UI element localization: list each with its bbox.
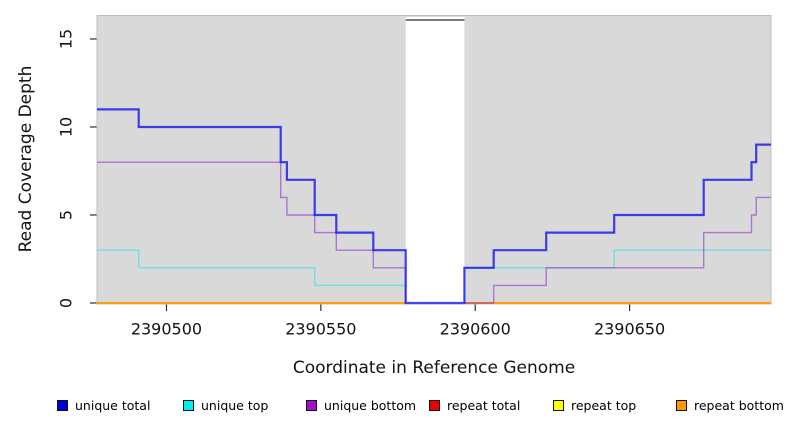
y-axis-title: Read Coverage Depth: [16, 65, 36, 253]
y-tick-label: 15: [56, 28, 76, 50]
legend-label-unique-total: unique total: [75, 397, 151, 413]
x-tick-label: 2390550: [285, 319, 357, 339]
legend-label-repeat-bottom: repeat bottom: [694, 397, 784, 413]
x-tick-label: 2390600: [439, 319, 511, 339]
legend-item-unique-top: unique top: [183, 397, 268, 413]
coverage-gap-region: [405, 17, 465, 304]
legend-swatch-repeat-bottom: [676, 399, 687, 411]
x-tick-label: 2390500: [130, 319, 203, 339]
legend-swatch-repeat-top: [553, 399, 564, 411]
legend-label-unique-bottom: unique bottom: [324, 397, 417, 413]
legend-label-unique-top: unique top: [201, 397, 269, 413]
legend-item-unique-total: unique total: [57, 397, 150, 413]
y-tick-label: 10: [56, 116, 76, 138]
y-tick-label: 5: [56, 209, 76, 221]
legend-label-repeat-total: repeat total: [447, 397, 521, 413]
x-axis-title: Coordinate in Reference Genome: [292, 358, 576, 378]
legend-item-repeat-bottom: repeat bottom: [676, 397, 784, 413]
legend-item-repeat-total: repeat total: [429, 397, 520, 413]
legend-swatch-repeat-total: [429, 399, 440, 411]
series-line-unique-total: [97, 108, 771, 305]
y-tick-label: 0: [56, 297, 76, 309]
legend-swatch-unique-bottom: [306, 399, 317, 411]
legend-item-repeat-top: repeat top: [553, 397, 636, 413]
legend-swatch-unique-total: [57, 399, 68, 411]
legend-label-repeat-top: repeat top: [571, 397, 637, 413]
legend-swatch-unique-top: [183, 399, 194, 411]
legend-item-unique-bottom: unique bottom: [306, 397, 416, 413]
x-tick-label: 2390650: [593, 319, 666, 339]
